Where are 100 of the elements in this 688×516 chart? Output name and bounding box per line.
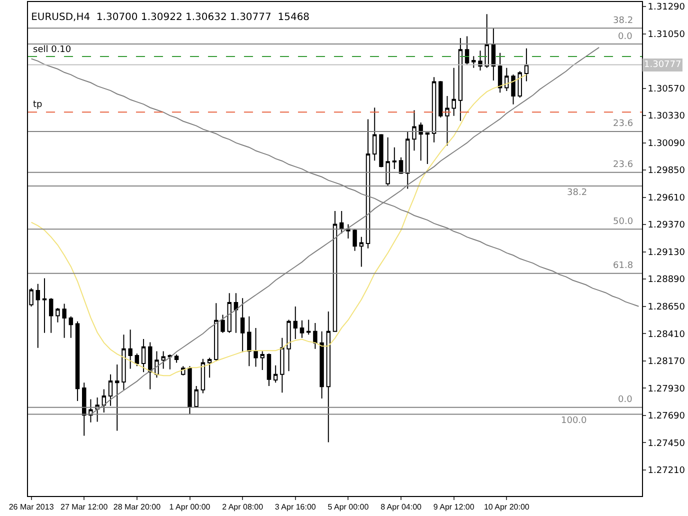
y-tick-label: 1.27930 (648, 384, 686, 394)
candlestick (293, 306, 298, 340)
candlestick (280, 337, 284, 394)
candlestick (478, 50, 482, 71)
annotation: 0.0 (618, 395, 633, 405)
x-tick-label: 26 Mar 2013 (8, 502, 54, 512)
candlestick (504, 67, 509, 92)
candlestick (220, 314, 225, 334)
candlestick (352, 228, 357, 252)
candlestick (260, 350, 264, 371)
candlestick (491, 28, 496, 81)
candlestick (386, 136, 390, 186)
candlestick (273, 364, 278, 384)
x-tick-label: 27 Mar 12:00 (60, 502, 108, 512)
candlestick (188, 366, 192, 415)
candlestick (240, 298, 245, 353)
x-tick-label: 5 Apr 00:00 (328, 502, 370, 512)
y-tick-label: 1.27690 (648, 412, 686, 422)
annotation: 23.6 (613, 160, 634, 170)
candlestick (498, 52, 502, 94)
candlestick (148, 342, 152, 390)
candlestick (247, 316, 252, 367)
y-tick-label: 1.28890 (648, 275, 686, 286)
y-tick-label: 1.28170 (648, 357, 686, 368)
candlestick (379, 134, 384, 168)
candlestick (122, 334, 126, 390)
y-tick-label: 1.28650 (648, 302, 686, 312)
candlestick (346, 224, 350, 240)
ref-line-label: sell 0.10 (33, 45, 72, 55)
y-tick-label: 1.29850 (648, 166, 686, 176)
candlestick (432, 76, 436, 143)
candlestick (484, 14, 489, 68)
candlestick (102, 388, 106, 414)
ref-line-label: 1.30777 (644, 60, 682, 70)
candlestick (438, 80, 443, 118)
candlestick (332, 210, 338, 332)
candlestick (214, 302, 218, 362)
candlestick (339, 210, 344, 234)
text: EURUSD,H4 1.30700 1.30922 1.30632 1.30777 15468 (31, 12, 310, 23)
annotation: 38.2 (613, 16, 634, 26)
y-tick-label: 1.27450 (648, 438, 686, 449)
line-series (30, 74, 527, 376)
candlestick (56, 308, 60, 323)
candlestick (75, 320, 80, 402)
candlestick (68, 316, 74, 338)
x-tick-label: 2 Apr 08:00 (222, 502, 264, 512)
candlestick (134, 352, 140, 367)
y-tick-label: 1.29370 (648, 220, 686, 231)
x-tick-label: 3 Apr 16:00 (274, 502, 316, 512)
candlestick (366, 118, 370, 249)
candlestick (464, 36, 470, 66)
candlestick (141, 338, 146, 373)
ref-line-label: tp (33, 100, 43, 110)
x-tick-label: 10 Apr 20:00 (484, 502, 530, 512)
candlestick (418, 122, 423, 162)
candlestick (445, 96, 450, 146)
candlestick (254, 328, 258, 368)
y-tick-label: 1.31290 (648, 2, 686, 13)
y-tick-label: 1.30570 (648, 84, 686, 94)
candlestick (161, 350, 166, 370)
candlestick (306, 319, 311, 336)
candlestick (108, 374, 113, 406)
annotation: 23.6 (613, 119, 634, 129)
y-tick-label: 1.29610 (648, 193, 686, 204)
candlestick (472, 56, 476, 68)
candlestick (128, 329, 132, 370)
candlestick (300, 320, 304, 338)
annotation: 100.0 (561, 416, 588, 426)
candlestick (227, 292, 232, 334)
candlestick (511, 74, 516, 105)
candlestick (392, 146, 397, 170)
candlestick (200, 358, 206, 394)
candlestick (266, 352, 272, 386)
candlestick (168, 354, 172, 370)
candlestick (174, 354, 179, 364)
x-tick-label: 9 Apr 12:00 (433, 502, 475, 512)
annotation: 50.0 (613, 217, 634, 227)
x-tick-label: 28 Mar 20:00 (113, 502, 162, 512)
y-tick-label: 1.28410 (648, 330, 686, 340)
annotation: 0.0 (618, 32, 633, 42)
candlestick (406, 130, 410, 190)
candlestick (286, 319, 291, 372)
candlestick (412, 110, 416, 152)
candlestick (194, 385, 198, 408)
candlestick (36, 283, 40, 348)
candlestick (425, 132, 430, 164)
candlestick (372, 107, 377, 162)
candlestick (42, 278, 47, 334)
candlestick (48, 298, 54, 334)
candlestick (452, 67, 456, 116)
candlestick (62, 303, 66, 338)
candlestick (82, 382, 86, 436)
y-tick-label: 1.30090 (648, 138, 686, 149)
candlestick (313, 322, 318, 350)
candlestick (359, 236, 364, 268)
candlestick (234, 292, 238, 334)
candlestick (115, 364, 120, 432)
annotation: 61.8 (613, 261, 634, 271)
candlestick (458, 38, 463, 122)
x-tick-label: 1 Apr 00:00 (169, 502, 211, 512)
